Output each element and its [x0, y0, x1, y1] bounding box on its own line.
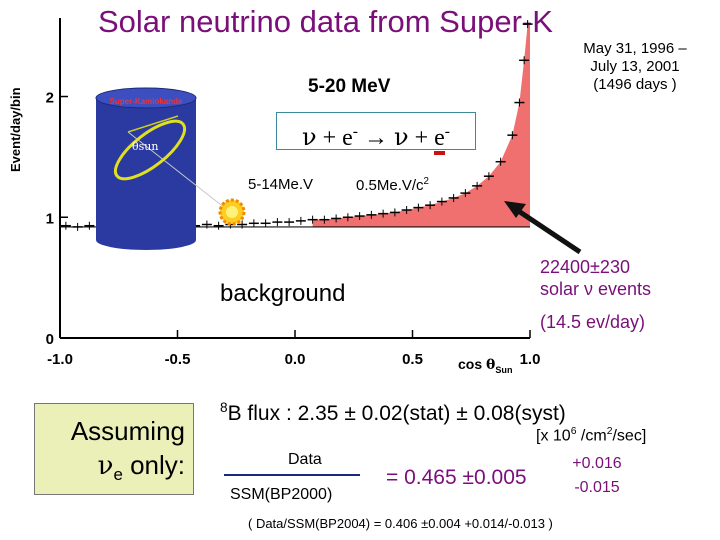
- page-title: Solar neutrino data from Super-K: [98, 4, 553, 39]
- flux-value: 8B flux : 2.35 ± 0.02(stat) ± 0.08(syst): [220, 400, 566, 425]
- observation-period: May 31, 1996 – July 13, 2001 (1496 days …: [560, 40, 710, 94]
- angle-label: θsun: [132, 140, 158, 153]
- electron-track: [127, 115, 179, 133]
- y-tick-label: 0: [46, 331, 54, 348]
- period-end: July 13, 2001: [590, 58, 680, 75]
- reaction-equation: ν + e- → ν + e-: [276, 112, 476, 155]
- flux-units: [x 106 /cm2/sec]: [536, 426, 647, 445]
- x-axis-label: cos θSun: [458, 356, 513, 375]
- assumption-box: Assuming νe only:: [34, 403, 194, 495]
- x-tick-label: 0.5: [402, 351, 423, 368]
- period-days: (1496 days ): [593, 76, 677, 93]
- ratio-error-plus: +0.016: [572, 455, 622, 472]
- ratio-errors: +0.016 -0.015: [562, 452, 632, 500]
- events-rate: (14.5 ev/day): [540, 312, 646, 332]
- ratio-divider: [224, 474, 360, 476]
- detector-body: [96, 98, 196, 240]
- nu-symbol: ν: [302, 123, 317, 151]
- electron-mass-label: 0.5Me.V/c2: [356, 176, 429, 194]
- x-tick-label: 1.0: [520, 351, 541, 368]
- events-label: solar ν events: [540, 279, 652, 299]
- ratio-numerator: Data: [288, 451, 322, 468]
- ratio-error-minus: -0.015: [574, 479, 620, 496]
- assumption-line1: Assuming: [70, 416, 185, 446]
- angle-text: θsun: [132, 140, 158, 153]
- ratio-denominator: SSM(BP2000): [230, 486, 333, 503]
- sight-line: [127, 131, 231, 213]
- events-count: 22400±230: [540, 257, 630, 277]
- background-label: background: [220, 280, 346, 307]
- y-tick-label: 2: [46, 90, 54, 107]
- detector-top: [95, 87, 197, 109]
- detector-bottom: [96, 230, 196, 250]
- events-summary: 22400±230 solar ν events: [540, 256, 710, 300]
- sun-core: [226, 206, 238, 218]
- bp2004-ratio: ( Data/SSM(BP2004) = 0.406 ±0.004 +0.014…: [248, 516, 553, 531]
- energy-window: 5-20 MeV: [308, 76, 391, 97]
- detector-illustration: Super-Kamiokande θsun: [95, 87, 246, 250]
- y-tick-label: 1: [46, 210, 54, 227]
- x-tick-label: 0.0: [285, 351, 306, 368]
- detector-label: Super-Kamiokande: [110, 97, 183, 106]
- assumption-line2: νe only:: [97, 450, 185, 485]
- cherenkov-ring: [113, 119, 187, 181]
- ratio-value: = 0.465 ±0.005: [386, 466, 527, 489]
- events-pointer-arrow: [512, 205, 582, 255]
- x-tick-label: -0.5: [165, 351, 191, 368]
- x-tick-label: -1.0: [47, 351, 73, 368]
- events-pointer-arrowhead: [504, 201, 526, 218]
- period-start: May 31, 1996 –: [583, 40, 687, 57]
- recoil-energy-label: 5-14Me.V: [248, 176, 314, 193]
